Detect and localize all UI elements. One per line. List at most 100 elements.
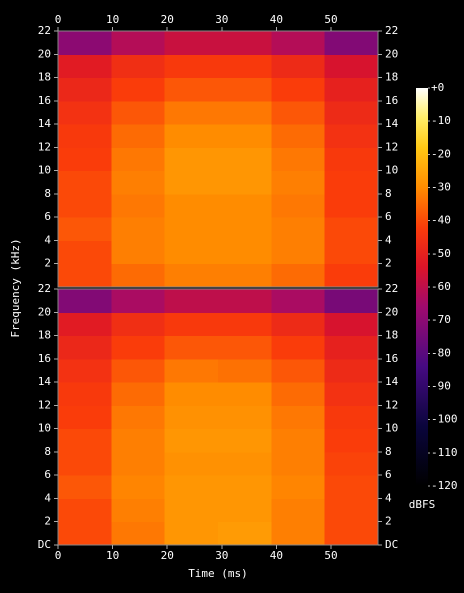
spectrogram-cell (58, 263, 112, 288)
spectrogram-cell (164, 358, 219, 383)
y-tick-label: 12 (38, 140, 51, 153)
spectrogram-cell (218, 498, 272, 523)
spectrogram-cell (218, 147, 272, 172)
y-tick-label: 6 (385, 210, 392, 223)
spectrogram-cell (271, 77, 326, 102)
spectrogram-cell (324, 263, 379, 288)
colorbar-tick-label: -10 (431, 114, 451, 127)
spectrogram-cell (111, 312, 166, 337)
spectrogram-cell (218, 405, 272, 430)
y-tick-label: 18 (385, 71, 398, 84)
x-tick-label: 0 (55, 13, 62, 26)
spectrogram-cell (271, 193, 326, 218)
spectrogram-cell (58, 382, 112, 406)
spectrogram-cell (218, 451, 272, 476)
y-tick-label: 8 (44, 445, 51, 458)
spectrogram-cell (218, 382, 272, 406)
colorbar (416, 88, 428, 486)
spectrogram-cell (271, 405, 326, 430)
spectrogram-cell (324, 77, 379, 102)
colorbar-tick-label: -30 (431, 181, 451, 194)
spectrogram-cell (271, 358, 326, 383)
spectrogram-cell (111, 217, 166, 241)
spectrogram-cell (58, 77, 112, 102)
colorbar-tick-label: -110 (431, 446, 458, 459)
panel-border (57, 288, 379, 546)
spectrogram-cell (111, 358, 166, 383)
spectrogram-cell (111, 451, 166, 476)
y-tick-label: 10 (385, 164, 398, 177)
colorbar-tick-label: -80 (431, 346, 451, 359)
spectrogram-cell (111, 100, 166, 125)
spectrogram-cell (324, 382, 379, 406)
spectrogram-cell (324, 405, 379, 430)
spectrogram-cell (164, 240, 219, 265)
y-tick-label: 22 (38, 282, 51, 295)
spectrogram-cell (111, 147, 166, 172)
spectrogram-cell (218, 263, 272, 288)
colorbar-tick-label: -90 (431, 380, 451, 393)
y-tick-label: 2 (44, 257, 51, 270)
y-tick-label: 16 (385, 94, 398, 107)
spectrogram-cell (324, 217, 379, 241)
spectrogram-cell (218, 31, 272, 55)
spectrogram-cell (164, 100, 219, 125)
y-tick-label: 18 (38, 71, 51, 84)
spectrogram-cell (218, 312, 272, 337)
x-tick-label: 40 (270, 13, 283, 26)
spectrogram-cell (164, 54, 219, 79)
spectrogram-cell (324, 124, 379, 148)
spectrogram-cell (111, 263, 166, 288)
spectrogram-cell (324, 100, 379, 125)
spectrogram-cell (271, 335, 326, 360)
x-tick-label: 20 (161, 13, 174, 26)
x-tick-label: 30 (215, 549, 228, 562)
spectrogram-cell (324, 358, 379, 383)
spectrogram-cell (164, 428, 219, 453)
spectrogram-cell (111, 170, 166, 195)
y-tick-label: 10 (385, 422, 398, 435)
spectrogram-cell (164, 405, 219, 430)
spectrogram-cell (218, 521, 272, 546)
y-tick-label: 10 (38, 164, 51, 177)
colorbar-tick-label: -60 (431, 280, 451, 293)
spectrogram-cell (324, 170, 379, 195)
spectrogram-cell (111, 498, 166, 523)
spectrogram-cell (111, 521, 166, 546)
y-tick-label: 14 (385, 117, 399, 130)
x-tick-label: 10 (106, 549, 119, 562)
spectrogram-cell (271, 451, 326, 476)
spectrogram-cell (271, 124, 326, 148)
colorbar-tick-label: -20 (431, 147, 451, 160)
y-tick-label: 6 (385, 468, 392, 481)
spectrogram-cell (111, 289, 166, 313)
y-tick-label: DC (385, 538, 398, 551)
spectrogram-cell (164, 170, 219, 195)
spectrogram-cell (164, 77, 219, 102)
spectrogram-cell (218, 100, 272, 125)
spectrogram-cell (324, 193, 379, 218)
spectrogram-cell (164, 147, 219, 172)
colorbar-tick-label: -70 (431, 313, 451, 326)
spectrogram-cell (111, 382, 166, 406)
spectrogram-cell (271, 100, 326, 125)
y-tick-label: 20 (38, 47, 51, 60)
y-tick-label: 8 (385, 445, 392, 458)
spectrogram-cell (164, 289, 219, 313)
spectrogram-cell (324, 521, 379, 546)
spectrogram-cell (58, 31, 112, 55)
y-tick-label: 16 (38, 352, 51, 365)
spectrogram-cell (324, 289, 379, 313)
y-tick-label: 4 (385, 233, 392, 246)
y-tick-label: 14 (38, 375, 52, 388)
spectrogram-cell (218, 170, 272, 195)
y-tick-label: 20 (385, 47, 398, 60)
spectrogram-cell (271, 498, 326, 523)
spectrogram-cell (111, 428, 166, 453)
spectrogram-cell (164, 124, 219, 148)
spectrogram-cell (164, 263, 219, 288)
spectrogram-cell (164, 521, 219, 546)
spectrogram-cell (58, 475, 112, 499)
spectrogram-cell (271, 382, 326, 406)
spectrogram-cell (58, 405, 112, 430)
